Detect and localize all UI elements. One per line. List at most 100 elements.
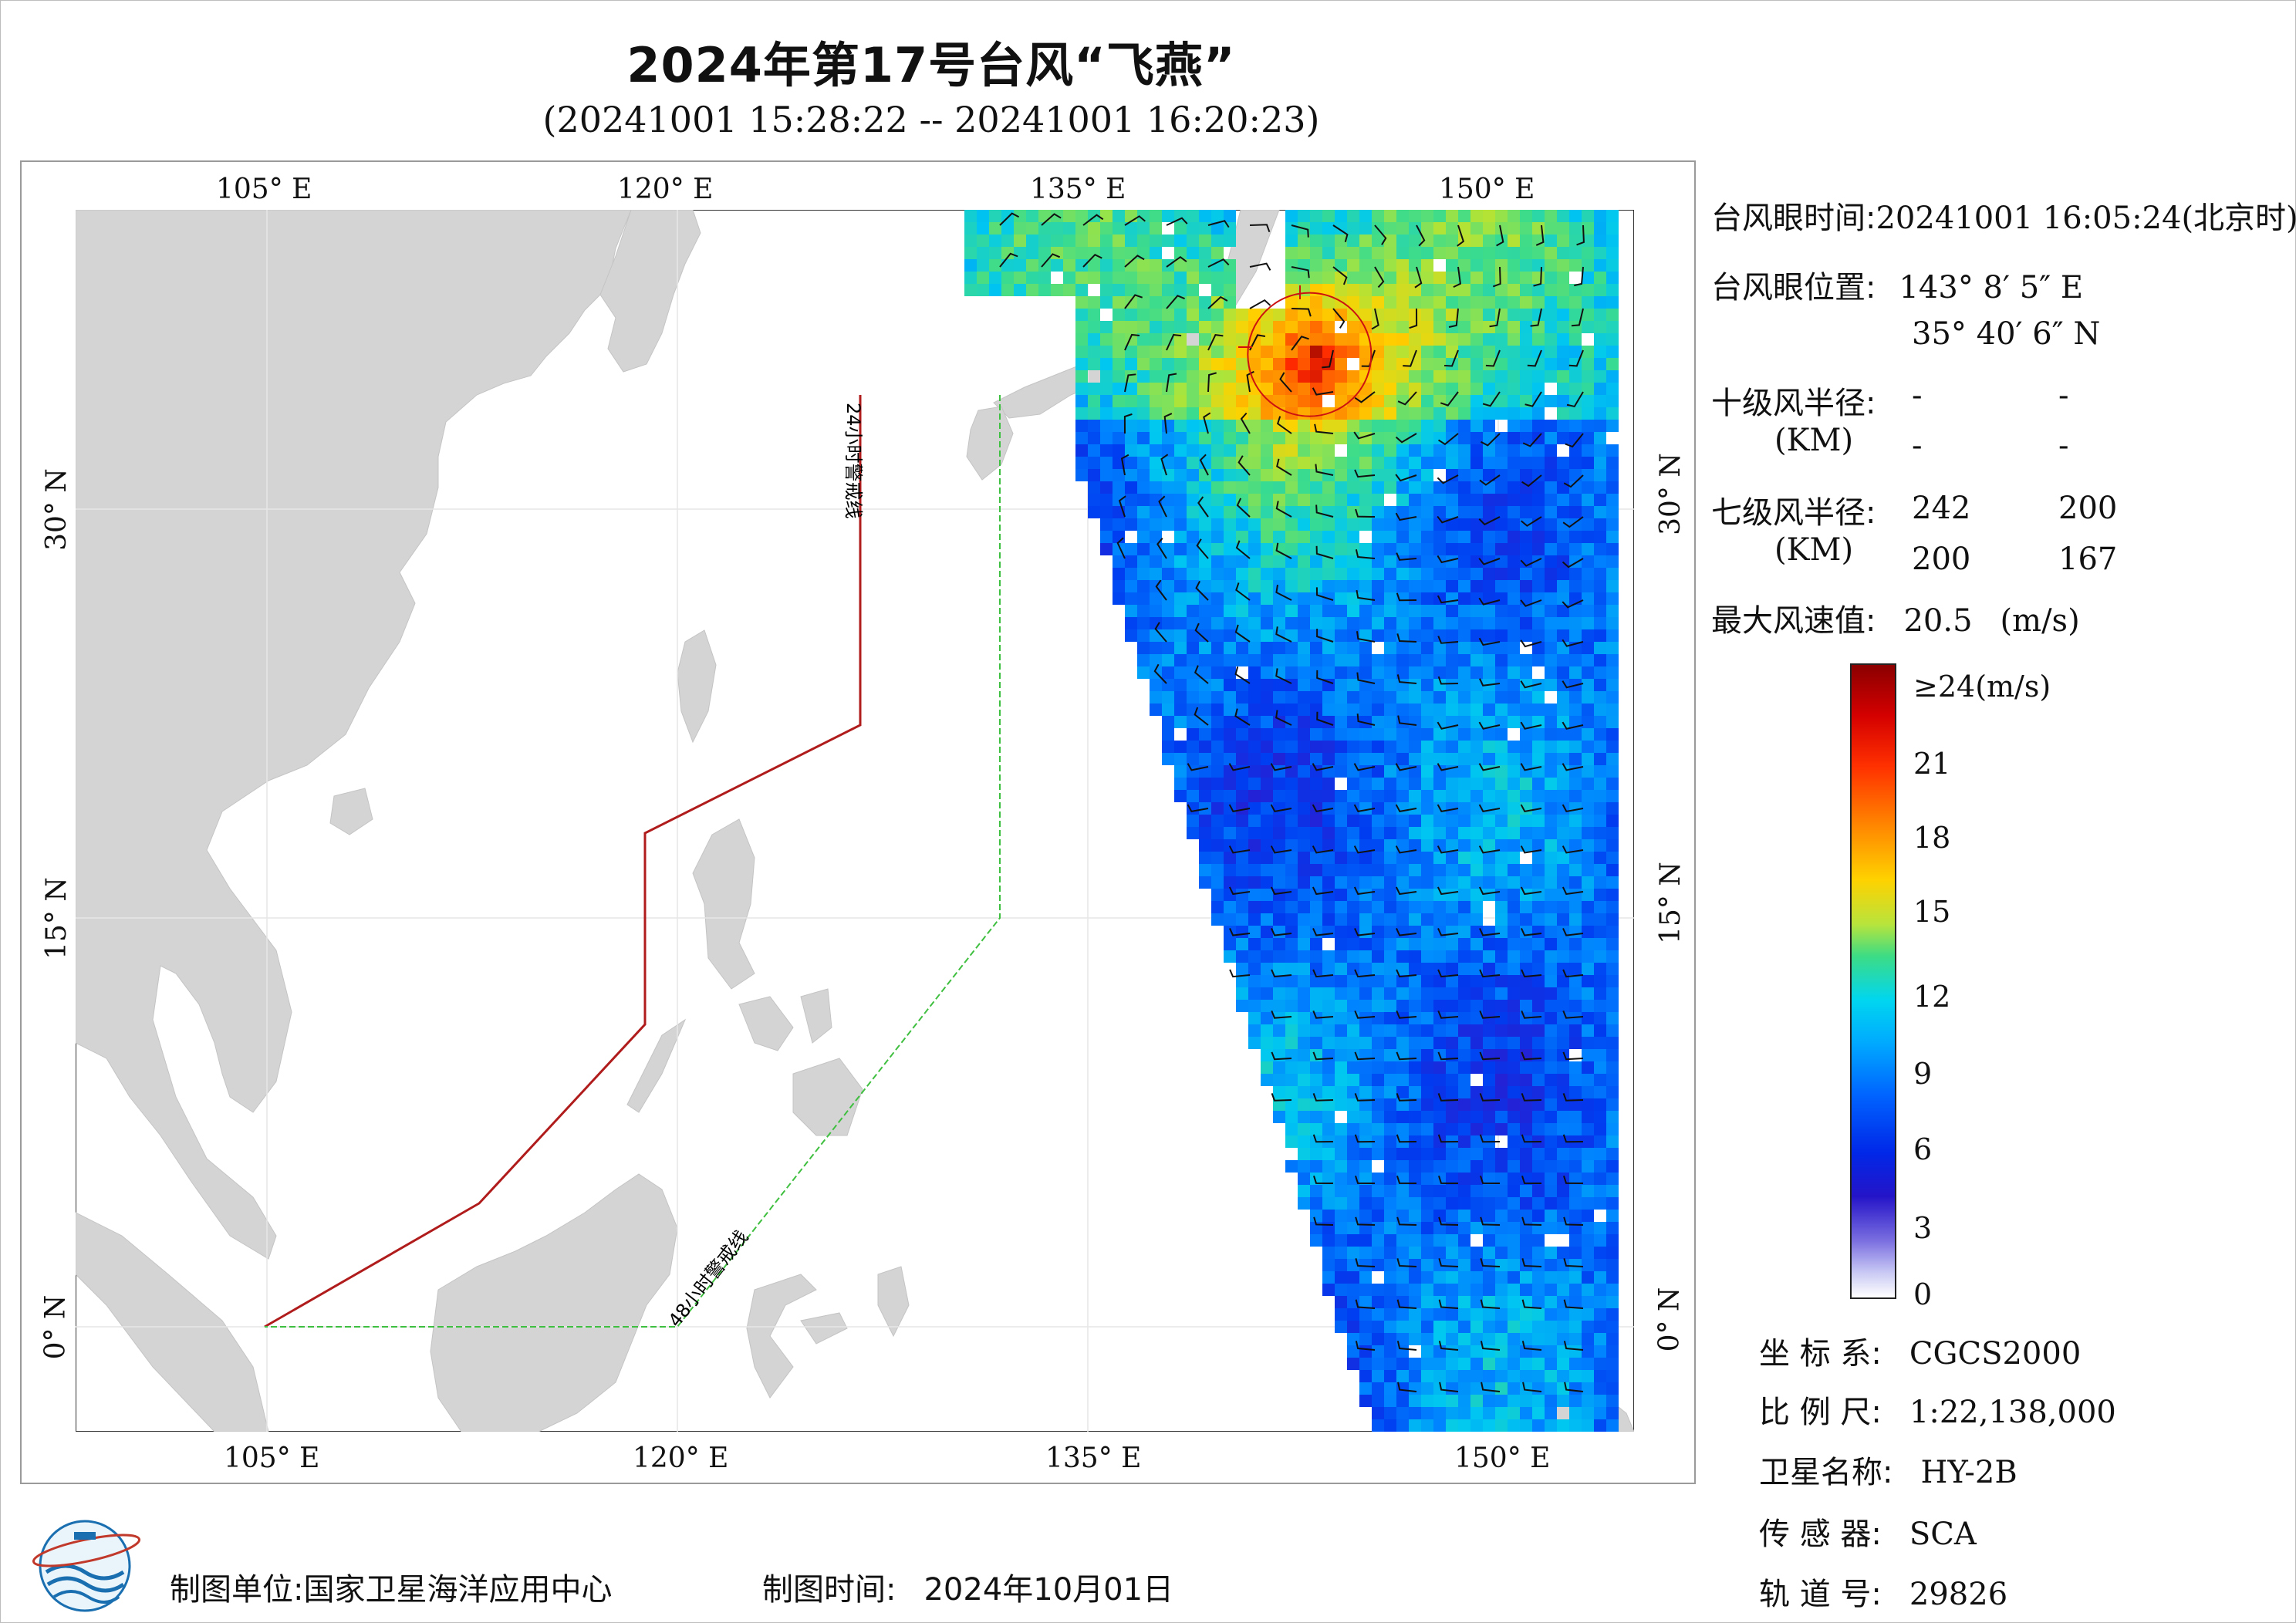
wind-barb bbox=[1124, 294, 1143, 309]
swath-cell bbox=[1508, 555, 1520, 568]
swath-cell bbox=[1532, 1086, 1545, 1098]
swath-cell bbox=[1606, 383, 1619, 395]
swath-cell bbox=[1273, 889, 1285, 901]
swath-cell bbox=[1224, 666, 1236, 679]
swath-cell bbox=[1446, 1308, 1458, 1321]
wind-barb bbox=[1355, 1216, 1376, 1226]
swath-cell bbox=[1298, 938, 1310, 950]
swath-cell bbox=[1433, 1247, 1446, 1259]
swath-cell bbox=[1372, 963, 1384, 975]
max-wind: 最大风速值: 20.5 (m/s) bbox=[1711, 596, 2080, 640]
swath-cell bbox=[1483, 1296, 1495, 1308]
swath-cell bbox=[1347, 778, 1359, 790]
swath-cell bbox=[1433, 543, 1446, 555]
swath-cell bbox=[1508, 1037, 1520, 1049]
swath-cell bbox=[1347, 1345, 1359, 1358]
swath-cell bbox=[1384, 852, 1396, 864]
swath-cell bbox=[1495, 272, 1508, 284]
swath-cell bbox=[1051, 222, 1063, 235]
swath-cell bbox=[1508, 629, 1520, 642]
swath-cell bbox=[1520, 1333, 1532, 1345]
swath-cell bbox=[1285, 889, 1298, 901]
swath-cell bbox=[1606, 1395, 1619, 1407]
swath-cell bbox=[1458, 1259, 1470, 1271]
swath-cell bbox=[1569, 691, 1582, 704]
r7-value-sw: 200 bbox=[1912, 542, 1971, 577]
swath-cell bbox=[1606, 1308, 1619, 1321]
swath-cell bbox=[1569, 432, 1582, 444]
swath-cell bbox=[1582, 913, 1594, 926]
swath-cell bbox=[1495, 864, 1508, 876]
swath-cell bbox=[1421, 679, 1433, 691]
swath-cell bbox=[1396, 494, 1409, 506]
swath-cell bbox=[1483, 506, 1495, 518]
swath-cell bbox=[1508, 839, 1520, 852]
swath-cell bbox=[1557, 370, 1569, 383]
swath-cell bbox=[1396, 679, 1409, 691]
swath-cell bbox=[1298, 1049, 1310, 1061]
wind-field-map[interactable]: 24小时警戒线 48小时警戒线 bbox=[76, 210, 1634, 1432]
swath-cell bbox=[1569, 235, 1582, 247]
swath-cell bbox=[1458, 1358, 1470, 1370]
swath-cell bbox=[1347, 852, 1359, 864]
swath-cell bbox=[1261, 1037, 1273, 1049]
swath-cell bbox=[1470, 889, 1483, 901]
wind-barb bbox=[1437, 845, 1459, 854]
swath-cell bbox=[1199, 407, 1211, 420]
swath-cell bbox=[1273, 494, 1285, 506]
swath-cell bbox=[1396, 1222, 1409, 1234]
swath-cell bbox=[1557, 1123, 1569, 1135]
swath-cell bbox=[1396, 975, 1409, 987]
swath-cell bbox=[1310, 309, 1322, 321]
wind-barb bbox=[1496, 224, 1504, 247]
swath-cell bbox=[1224, 481, 1236, 494]
swath-cell bbox=[1483, 1284, 1495, 1296]
swath-cell bbox=[1594, 1074, 1606, 1086]
swath-cell bbox=[1606, 753, 1619, 765]
swath-cell bbox=[1285, 1111, 1298, 1123]
swath-cell bbox=[1545, 1333, 1557, 1345]
swath-cell bbox=[1545, 1382, 1557, 1395]
swath-cell bbox=[1594, 407, 1606, 420]
swath-cell bbox=[1224, 494, 1236, 506]
swath-cell bbox=[977, 259, 989, 272]
swath-cell bbox=[1396, 1419, 1409, 1432]
r10-unit: (KM) bbox=[1774, 423, 1854, 458]
swath-cell bbox=[1384, 815, 1396, 827]
swath-cell bbox=[1606, 469, 1619, 481]
swath-cell bbox=[1606, 1345, 1619, 1358]
swath-cell bbox=[1446, 420, 1458, 432]
wind-barb bbox=[1524, 391, 1542, 407]
swath-cell bbox=[1335, 716, 1347, 728]
swath-cell bbox=[1310, 852, 1322, 864]
swath-cell bbox=[1384, 259, 1396, 272]
swath-cell bbox=[1557, 864, 1569, 876]
swath-cell bbox=[1409, 975, 1421, 987]
swath-cell bbox=[1310, 802, 1322, 815]
swath-cell bbox=[1199, 605, 1211, 617]
swath-cell bbox=[1396, 704, 1409, 716]
swath-cell bbox=[1372, 617, 1384, 629]
swath-cell bbox=[1508, 1000, 1520, 1012]
swath-cell bbox=[1335, 1049, 1347, 1061]
swath-cell bbox=[1310, 765, 1322, 778]
swath-cell bbox=[1187, 272, 1199, 284]
swath-cell bbox=[1347, 210, 1359, 222]
swath-cell bbox=[1236, 333, 1248, 346]
swath-cell bbox=[1285, 716, 1298, 728]
swath-cell bbox=[1433, 383, 1446, 395]
swath-cell bbox=[1298, 531, 1310, 543]
swath-cell bbox=[1322, 568, 1335, 580]
swath-cell bbox=[1384, 1234, 1396, 1247]
swath-cell bbox=[1458, 358, 1470, 370]
swath-cell bbox=[1285, 457, 1298, 469]
swath-cell bbox=[1470, 827, 1483, 839]
swath-cell bbox=[1199, 753, 1211, 765]
swath-cell bbox=[1433, 617, 1446, 629]
swath-cell bbox=[1211, 765, 1224, 778]
wind-barb bbox=[1197, 496, 1209, 518]
swath-cell bbox=[1150, 309, 1162, 321]
wind-barb bbox=[1356, 714, 1376, 726]
swath-cell bbox=[1372, 469, 1384, 481]
swath-cell bbox=[1409, 481, 1421, 494]
